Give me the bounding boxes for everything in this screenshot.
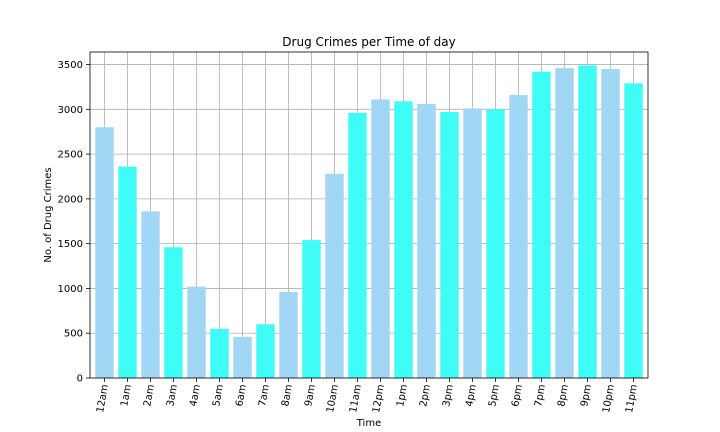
x-tick-label: 6am bbox=[234, 384, 249, 408]
y-tick-label: 2000 bbox=[58, 194, 83, 205]
bar-4am bbox=[187, 286, 206, 378]
x-tick-label: 3pm bbox=[441, 384, 456, 408]
x-tick-label: 10pm bbox=[601, 384, 617, 414]
x-tick-label: 2am bbox=[142, 384, 157, 408]
x-tick-label: 7am bbox=[257, 384, 272, 408]
bar-2pm bbox=[417, 103, 436, 378]
x-tick-label: 1am bbox=[119, 384, 134, 408]
x-tick-label: 12am bbox=[95, 384, 111, 414]
bar-6am bbox=[233, 336, 252, 378]
x-tick-label: 9pm bbox=[579, 384, 594, 408]
bar-12pm bbox=[371, 99, 390, 378]
x-tick-label: 6pm bbox=[510, 384, 525, 408]
y-tick-label: 1000 bbox=[58, 284, 83, 295]
bar-10am bbox=[325, 173, 344, 378]
bar-9am bbox=[302, 240, 321, 378]
x-tick-label: 3am bbox=[165, 384, 180, 408]
bar-6pm bbox=[509, 94, 528, 378]
bars bbox=[95, 65, 643, 379]
y-tick-label: 500 bbox=[64, 329, 83, 340]
bar-9pm bbox=[578, 65, 597, 378]
bar-7pm bbox=[532, 71, 551, 378]
x-tick-label: 1pm bbox=[395, 384, 410, 408]
y-tick-label: 1500 bbox=[58, 239, 83, 250]
x-tick-label: 9am bbox=[303, 384, 318, 408]
x-tick-label: 12pm bbox=[371, 384, 387, 414]
x-tick-label: 4am bbox=[188, 384, 203, 408]
bar-4pm bbox=[463, 108, 482, 378]
bar-3am bbox=[164, 247, 183, 378]
x-axis-label: Time bbox=[356, 418, 381, 429]
x-tick-label: 10am bbox=[325, 384, 341, 414]
x-tick-label: 11pm bbox=[624, 384, 640, 414]
y-axis-label: No. of Drug Crimes bbox=[43, 167, 54, 262]
y-tick-label: 0 bbox=[77, 374, 83, 385]
bar-12am bbox=[95, 127, 114, 378]
bar-11pm bbox=[624, 83, 643, 378]
x-tick-label: 5pm bbox=[487, 384, 502, 408]
y-ticks: 0 500 1000 1500 2000 2500 3000 3500 bbox=[58, 60, 90, 385]
x-tick-label: 8am bbox=[280, 384, 295, 408]
y-tick-label: 3000 bbox=[58, 105, 83, 116]
chart-title: Drug Crimes per Time of day bbox=[282, 35, 455, 49]
x-tick-label: 7pm bbox=[533, 384, 548, 408]
bar-1am bbox=[118, 166, 137, 378]
y-tick-label: 2500 bbox=[58, 150, 83, 161]
x-tick-label: 2pm bbox=[418, 384, 433, 408]
x-tick-label: 8pm bbox=[556, 384, 571, 408]
bar-8pm bbox=[555, 68, 574, 378]
bar-5am bbox=[210, 328, 229, 378]
bar-11am bbox=[348, 112, 367, 379]
y-tick-label: 3500 bbox=[58, 60, 83, 71]
x-tick-label: 4pm bbox=[464, 384, 479, 408]
x-tick-label: 11am bbox=[348, 384, 364, 414]
bar-10pm bbox=[601, 69, 620, 379]
x-tick-label: 5am bbox=[211, 384, 226, 408]
bar-1pm bbox=[394, 101, 413, 378]
plot-frame bbox=[89, 51, 649, 379]
bar-5pm bbox=[486, 109, 505, 379]
bar-3pm bbox=[440, 112, 459, 378]
x-ticks: 12am 1am 2am 3am 4am 5am 6am 7am 8am 9am 10am 11am 1… bbox=[95, 378, 640, 414]
bar-8am bbox=[279, 292, 298, 378]
bar-2am bbox=[141, 211, 160, 378]
bar-7am bbox=[256, 324, 275, 378]
